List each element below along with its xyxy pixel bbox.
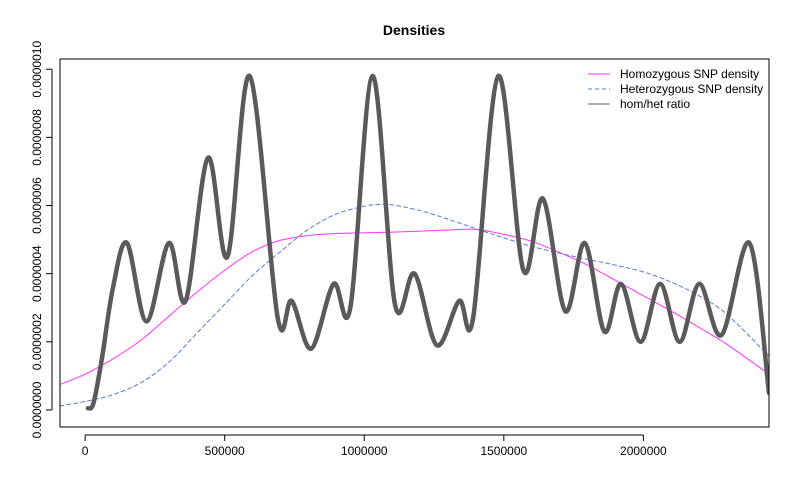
y-tick-label: 0.0000010 [30, 41, 44, 98]
plot-frame [59, 58, 770, 428]
x-tick-label: 1000000 [341, 444, 388, 458]
chart-title: Densities [383, 22, 445, 38]
y-tick-label: 0.0000004 [30, 245, 44, 302]
series-line-2 [60, 203, 769, 407]
y-tick-label: 0.0000008 [30, 109, 44, 166]
legend-label: Homozygous SNP density [620, 67, 759, 81]
y-tick-label: 0.0000000 [30, 381, 44, 438]
series-line-3 [85, 73, 769, 411]
legend-label: Heterozygous SNP density [620, 82, 763, 96]
series-layer [60, 73, 769, 411]
y-tick-label: 0.0000006 [30, 177, 44, 234]
legend-label: hom/het ratio [620, 97, 690, 111]
x-tick-label: 0 [82, 444, 89, 458]
y-axis: 0.0000000 0.0000002 0.0000004 0.0000006 0.00… [30, 41, 53, 438]
x-axis: 0 500000 1000000 1500000 2000000 [82, 434, 667, 458]
x-tick-label: 500000 [205, 444, 245, 458]
x-tick-label: 1500000 [480, 444, 527, 458]
y-tick-label: 0.0000002 [30, 313, 44, 370]
series-line-1 [60, 228, 769, 385]
x-tick-label: 2000000 [620, 444, 667, 458]
